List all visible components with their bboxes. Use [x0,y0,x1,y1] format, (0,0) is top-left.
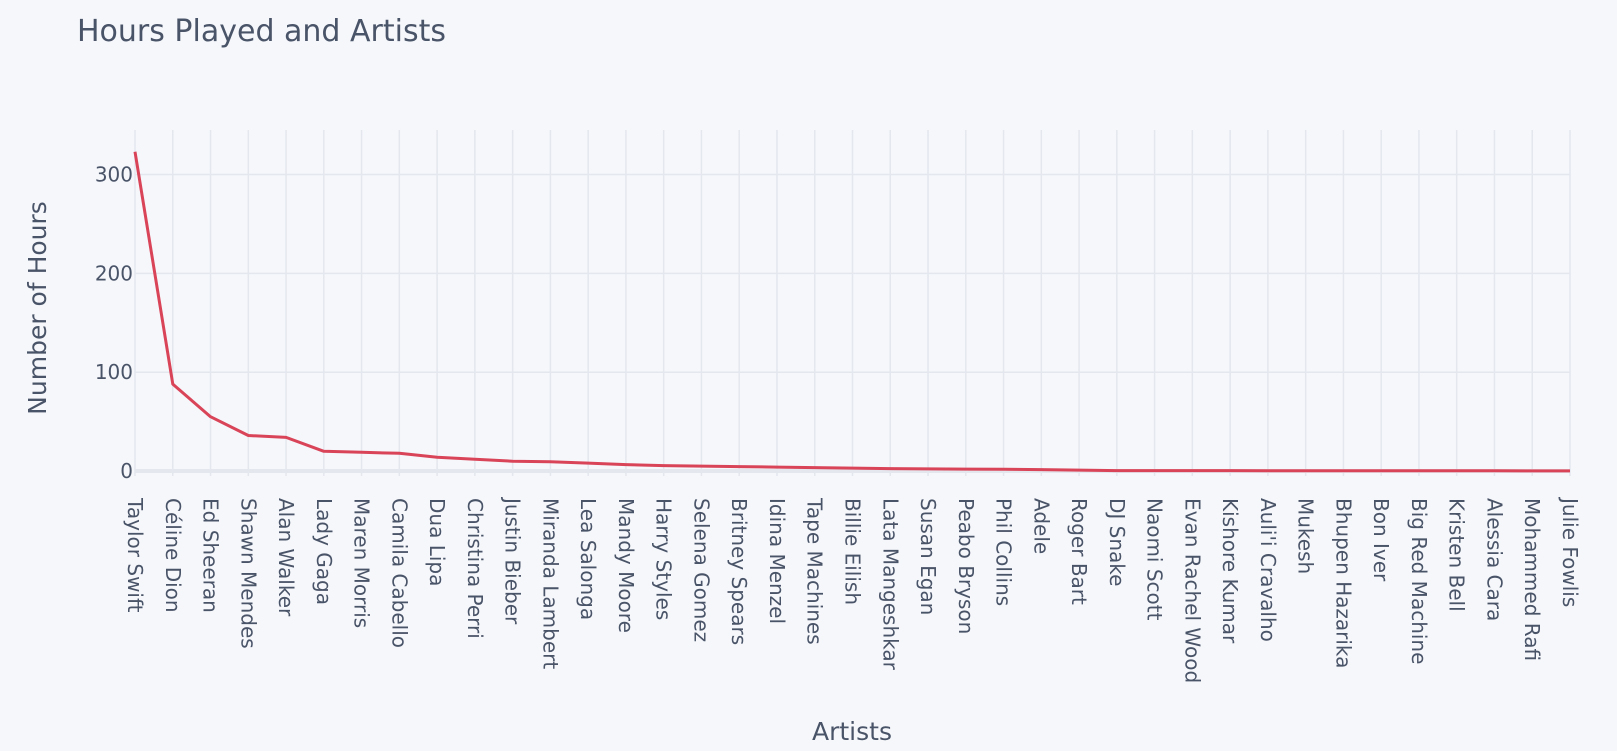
x-tick-label: Dua Lipa [425,498,449,586]
data-point[interactable] [811,464,819,472]
x-tick-label: Taylor Swift [123,497,147,613]
data-point[interactable] [1566,467,1574,475]
x-tick-label: Justin Bieber [501,496,525,625]
x-tick-label: Peabo Bryson [954,498,978,634]
data-point[interactable] [1113,467,1121,475]
x-tick-label: Harry Styles [652,498,676,620]
x-tick-label: Miranda Lambert [538,498,562,669]
x-tick-label: Mukesh [1294,498,1318,574]
x-tick-label: Céline Dion [161,498,185,613]
x-tick-label: Bhupen Hazarika [1331,498,1355,668]
x-tick-label: Big Red Machine [1407,498,1431,664]
x-tick-label: Roger Bart [1067,498,1091,605]
data-point[interactable] [1037,466,1045,474]
y-tick-label: 0 [120,459,133,483]
data-point[interactable] [1226,467,1234,475]
data-point[interactable] [660,462,668,470]
data-point[interactable] [395,449,403,457]
x-tick-label: Naomi Scott [1143,498,1167,621]
x-axis-title: Artists [812,717,892,746]
x-tick-label: Lata Mangeshkar [878,498,902,671]
x-tick-label: Evan Rachel Wood [1180,498,1204,683]
data-point[interactable] [849,464,857,472]
data-point[interactable] [962,465,970,473]
data-point[interactable] [1339,467,1347,475]
x-tick-label: Auli'i Cravalho [1256,498,1280,642]
x-tick-label: Alan Walker [274,498,298,617]
x-tick-label: Bon Iver [1369,498,1393,582]
data-point[interactable] [1528,467,1536,475]
data-point[interactable] [320,447,328,455]
x-tick-label: Mohammed Rafi [1520,498,1544,661]
data-point[interactable] [1000,465,1008,473]
x-axis-ticks: Taylor Swift Céline Dion Ed Sheeran Shawn M… [123,496,1582,683]
data-point[interactable] [773,463,781,471]
data-point[interactable] [1377,467,1385,475]
x-tick-label: Camila Cabello [387,498,411,648]
data-point[interactable] [509,457,517,465]
x-tick-label: Kishore Kumar [1218,498,1242,644]
x-tick-label: Billie Eilish [841,498,865,605]
x-tick-label: Selena Gomez [689,498,713,642]
data-point[interactable] [207,413,215,421]
data-point[interactable] [471,455,479,463]
data-point[interactable] [584,459,592,467]
data-point[interactable] [1151,467,1159,475]
x-tick-label: Alessia Cara [1482,498,1506,621]
data-point[interactable] [1075,466,1083,474]
data-point[interactable] [1490,467,1498,475]
x-tick-label: Julie Fowlis [1558,496,1582,607]
y-tick-label: 100 [95,360,133,384]
data-point[interactable] [546,458,554,466]
data-point[interactable] [1264,467,1272,475]
x-tick-label: Mandy Moore [614,498,638,633]
data-point[interactable] [924,465,932,473]
series-line [133,151,1570,473]
data-point[interactable] [244,431,252,439]
x-tick-label: Phil Collins [992,498,1016,606]
data-point[interactable] [735,463,743,471]
x-tick-label: Tape Machines [803,497,827,645]
data-point[interactable] [1188,467,1196,475]
x-tick-label: Idina Menzel [765,498,789,624]
x-tick-label: Susan Egan [916,498,940,615]
data-point[interactable] [358,448,366,456]
x-tick-label: Maren Morris [350,498,374,628]
x-tick-label: Adele [1029,498,1053,554]
data-point[interactable] [886,465,894,473]
x-tick-label: DJ Snake [1105,498,1129,586]
data-point[interactable] [282,433,290,441]
data-point[interactable] [169,380,177,388]
data-point[interactable] [1453,467,1461,475]
x-tick-label: Kristen Bell [1445,498,1469,612]
data-point[interactable] [131,148,139,156]
series-layer [131,148,1574,475]
x-tick-label: Lady Gaga [312,498,336,605]
y-tick-label: 200 [95,261,133,285]
x-tick-label: Christina Perri [463,498,487,639]
x-tick-label: Ed Sheeran [199,498,223,613]
data-point[interactable] [622,461,630,469]
data-point[interactable] [1302,467,1310,475]
y-axis-title: Number of Hours [23,201,52,415]
x-tick-label: Lea Salonga [576,498,600,620]
data-point[interactable] [697,462,705,470]
data-point[interactable] [1415,467,1423,475]
x-tick-label: Shawn Mendes [236,498,260,649]
data-point[interactable] [433,453,441,461]
x-tick-label: Britney Spears [727,498,751,645]
chart-title: Hours Played and Artists [77,14,446,49]
y-tick-label: 300 [95,162,133,186]
y-axis-ticks: 0 100 200 300 [95,162,133,483]
grid [134,130,1571,476]
